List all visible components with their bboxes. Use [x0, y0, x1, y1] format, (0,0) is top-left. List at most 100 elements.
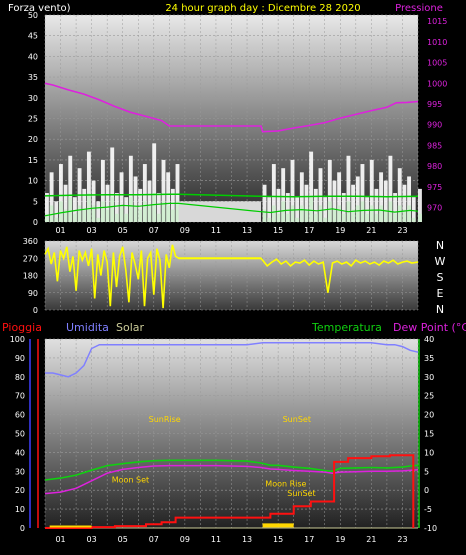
gust-bar-31 — [271, 164, 276, 222]
x-tick-6: 13 — [242, 226, 252, 235]
gust-bar-17 — [124, 197, 129, 222]
wind-speed-bar-58 — [397, 205, 402, 222]
rt-x-tick-8: 17 — [304, 535, 314, 544]
wind-speed-bar-49 — [355, 205, 360, 222]
wind-speed-bar-46 — [341, 213, 346, 222]
gust-bar-25 — [161, 159, 166, 222]
wind-speed-bar-11 — [96, 217, 101, 222]
rt-x-tick-2: 05 — [118, 535, 128, 544]
gust-bar-24 — [156, 193, 161, 222]
wind-speed-bar-30 — [267, 217, 272, 222]
wind-speed-bar-23 — [152, 193, 157, 222]
wind-speed-bar-37 — [299, 205, 304, 222]
gust-bar-13 — [105, 184, 110, 222]
x-tick-10: 21 — [366, 226, 376, 235]
legend-solar: Solar — [116, 321, 145, 334]
gust-bar-39 — [309, 151, 314, 222]
wind-speed-bar-42 — [323, 217, 328, 222]
wind-speed-bar-26 — [166, 205, 171, 222]
gust-bar-4 — [63, 184, 68, 222]
rt-y-right-tick-2: 0 — [424, 486, 429, 495]
direction-line — [44, 244, 419, 309]
gust-bar-18 — [128, 155, 133, 222]
gust-bar-43 — [327, 159, 332, 222]
annotation-1: SunSet — [283, 415, 311, 424]
wind-pressure-tick-labels: 0510152025303540455097097598098599099510… — [28, 11, 448, 235]
temperature-line — [44, 459, 419, 481]
wind-speed-bar-8 — [82, 209, 87, 222]
gust-bar-48 — [351, 184, 356, 222]
y-right-tick-3: 985 — [427, 141, 442, 150]
x-tick-1: 03 — [87, 226, 97, 235]
wind-avg-line — [44, 202, 419, 217]
left-axis-title: Forza vento) — [8, 3, 71, 14]
x-tick-11: 23 — [397, 226, 407, 235]
gust-bar-10 — [91, 180, 96, 222]
wind-speed-bar-60 — [407, 205, 412, 222]
x-tick-9: 19 — [335, 226, 345, 235]
gust-bar-47 — [346, 155, 351, 222]
x-tick-3: 07 — [149, 226, 159, 235]
wind-speed-bar-10 — [91, 205, 96, 222]
compass-label-0: N — [436, 239, 444, 252]
wind-speed-bar-41 — [318, 205, 323, 222]
humidity-line — [45, 342, 419, 378]
wind-direction-grid — [44, 240, 419, 311]
wind-speed-bar-61 — [411, 217, 416, 222]
gust-bar-59 — [402, 184, 407, 222]
gust-bar-27 — [170, 188, 175, 222]
dir-y-tick-2: 180 — [23, 272, 38, 281]
compass-label-1: W — [435, 255, 446, 268]
y-left-tick-2: 10 — [28, 177, 38, 186]
wind-speed-bar-45 — [337, 205, 342, 222]
wind-speed-bar-33 — [281, 201, 286, 222]
gust-bar-60 — [407, 176, 412, 222]
wind-speed-bar-12 — [100, 201, 105, 222]
x-tick-5: 11 — [211, 226, 221, 235]
rt-x-tick-10: 21 — [366, 535, 376, 544]
rt-y-left-tick-0: 0 — [20, 524, 25, 533]
y-left-tick-3: 15 — [28, 156, 38, 165]
wind-speed-bar-54 — [379, 205, 384, 222]
wind-speed-bar-19 — [133, 205, 138, 222]
wind-speed-bar-34 — [285, 213, 290, 222]
dir-y-tick-4: 360 — [23, 237, 38, 246]
y-right-tick-1: 975 — [427, 183, 442, 192]
wind-direction-tick-labels: 0 90 180 270 360 — [23, 237, 38, 315]
gust-bar-35 — [290, 159, 295, 222]
gust-bar-19 — [133, 176, 138, 222]
rt-y-right-tick-3: 5 — [424, 467, 429, 476]
y-left-tick-6: 30 — [28, 94, 38, 103]
wind-speed-bar-25 — [161, 201, 166, 222]
gust-bar-15 — [114, 193, 119, 222]
gust-bar-58 — [397, 168, 402, 222]
y-right-tick-9: 1015 — [427, 17, 447, 26]
gust-bar-34 — [285, 193, 290, 222]
wind-speed-bar-43 — [327, 201, 332, 222]
rt-y-left-tick-3: 30 — [15, 467, 25, 476]
rt-x-tick-11: 23 — [397, 535, 407, 544]
y-right-tick-4: 990 — [427, 121, 442, 130]
wind-pressure-panel: 0510152025303540455097097598098599099510… — [28, 11, 448, 235]
wind-speed-bar-53 — [374, 213, 379, 222]
y-right-tick-5: 995 — [427, 100, 442, 109]
annotation-2: Moon Set — [112, 476, 149, 485]
gust-bar-53 — [374, 188, 379, 222]
rt-y-left-tick-7: 70 — [15, 392, 25, 401]
x-tick-0: 01 — [55, 226, 65, 235]
no-data-block — [178, 201, 262, 222]
gust-bar-50 — [360, 164, 365, 222]
compass-label-2: S — [437, 271, 444, 284]
legend-umidita: Umidita — [66, 321, 109, 334]
dewpoint-line — [44, 464, 419, 495]
gust-bar-26 — [166, 172, 171, 222]
gust-bar-33 — [281, 168, 286, 222]
rt-y-right-tick-6: 20 — [424, 411, 434, 420]
wind-speed-bar-57 — [393, 213, 398, 222]
rain-temp-grid — [29, 338, 420, 529]
gust-bar-1 — [49, 172, 54, 222]
x-tick-8: 17 — [304, 226, 314, 235]
y-left-tick-4: 20 — [28, 135, 38, 144]
